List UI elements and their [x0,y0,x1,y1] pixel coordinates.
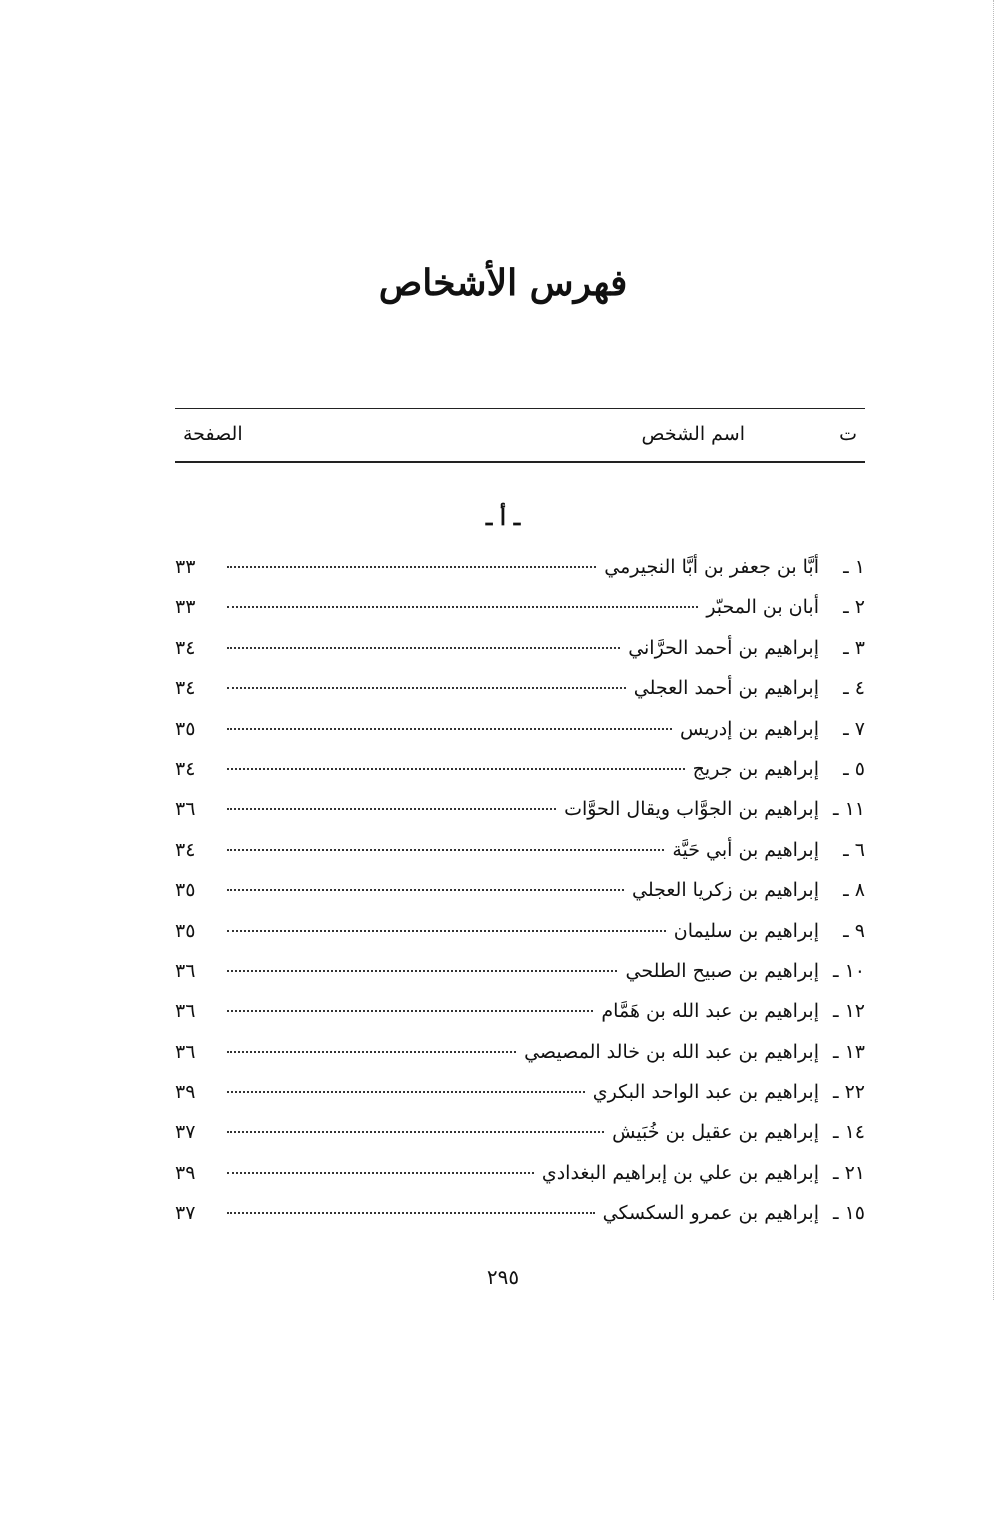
page-edge [993,0,994,1300]
leader-dots [227,566,597,568]
header-page: الصفحة [183,423,243,445]
entry-page: ٣٣ [175,556,196,578]
leader-dots [227,1010,594,1013]
index-entry: ٩ ـ إبراهيم بن سليمان ٣٥ [175,920,865,960]
index-entry: ١٢ ـ إبراهيم بن عبد الله بن هَمَّام ٣٦ [175,1000,865,1040]
entry-page: ٣٤ [175,636,196,659]
index-entry: ١٥ ـ إبراهيم بن عمرو السكسكي ٣٧ [175,1202,865,1242]
page-number: ٢٩٥ [486,1265,520,1289]
index-entry: ٢٢ ـ إبراهيم بن عبد الواحد البكري ٣٩ [175,1081,865,1121]
section-letter: ـ أ ـ [485,505,521,531]
entry-number: ١٣ ـ [832,1040,865,1063]
entry-number: ١٤ ـ [832,1121,865,1144]
entry-name: إبراهيم بن سليمان [673,919,819,942]
leader-dots [227,1131,605,1134]
entry-number: ١٢ ـ [832,1000,865,1023]
entry-number: ٨ ـ [843,879,865,902]
leader-dots [227,727,673,730]
entry-name: إبراهيم بن عقيل بن خُبَيش [612,1121,819,1144]
entry-number: ١ ـ [843,556,865,578]
index-entry: ١ ـ أبَّا بن جعفر بن أبَّا النجيرمي ٣٣ [175,556,865,596]
entry-name: إبراهيم بن عبد الله بن هَمَّام [601,1000,819,1023]
entry-number: ١٠ ـ [832,959,865,982]
entry-page: ٣٩ [175,1161,196,1184]
page-title: فهرس الأشخاص [378,262,628,304]
entry-page: ٣٤ [175,757,196,780]
leader-dots [227,1212,595,1215]
header-number: ت [839,423,857,445]
header-name: اسم الشخص [641,423,745,445]
entry-page: ٣٧ [175,1121,196,1144]
entry-name: إبراهيم بن الجوَّاب ويقال الحوَّات [564,798,819,821]
entry-number: ٦ ـ [843,838,865,861]
index-entry: ٢١ ـ إبراهيم بن علي بن إبراهيم البغدادي ٣٩ [175,1162,865,1202]
entry-name: إبراهيم بن أحمد الحرَّاني [628,636,819,659]
entry-number: ٩ ـ [843,919,865,942]
entry-name: أبان بن المحبّر [706,596,819,619]
index-entry: ١٣ ـ إبراهيم بن عبد الله بن خالد المصيصي ٣… [175,1041,865,1081]
entry-page: ٣٦ [175,1040,196,1063]
leader-dots [227,969,618,972]
entry-name: إبراهيم بن جريج [692,757,819,780]
entry-page: ٣٣ [175,596,196,619]
leader-dots [227,767,685,770]
index-list: ١ ـ أبَّا بن جعفر بن أبَّا النجيرمي ٣٣ ٢ ـ أ… [175,556,865,1243]
entry-number: ٢٢ ـ [832,1081,865,1104]
index-entry: ١٠ ـ إبراهيم بن صبيح الطلحي ٣٦ [175,960,865,1000]
entry-number: ١١ ـ [832,798,865,821]
leader-dots [227,606,699,609]
index-entry: ٣ ـ إبراهيم بن أحمد الحرَّاني ٣٤ [175,637,865,677]
leader-dots [227,889,624,892]
entry-name: إبراهيم بن أحمد العجلي [633,677,819,700]
leader-dots [227,929,666,932]
leader-dots [227,687,626,690]
leader-dots [227,808,557,811]
entry-page: ٣٦ [175,959,196,982]
entry-number: ٥ ـ [843,757,865,780]
entry-name: إبراهيم بن علي بن إبراهيم البغدادي [541,1161,819,1184]
index-entry: ٢ ـ أبان بن المحبّر ٣٣ [175,596,865,636]
entry-number: ٣ ـ [843,636,865,659]
entry-number: ١٥ ـ [832,1202,865,1225]
leader-dots [227,848,665,851]
entry-name: إبراهيم بن عمرو السكسكي [602,1202,819,1225]
index-entry: ٥ ـ إبراهيم بن جريج ٣٤ [175,758,865,798]
leader-dots [227,1050,517,1053]
entry-name: إبراهيم بن عبد الواحد البكري [592,1081,819,1104]
entry-page: ٣٥ [175,919,196,942]
leader-dots [227,1091,585,1094]
leader-dots [227,646,621,649]
leader-dots [227,1171,534,1174]
index-entry: ١١ ـ إبراهيم بن الجوَّاب ويقال الحوَّات ٣٦ [175,798,865,838]
index-entry: ٤ ـ إبراهيم بن أحمد العجلي ٣٤ [175,677,865,717]
index-entry: ٦ ـ إبراهيم بن أبي حَيَّة ٣٤ [175,839,865,879]
entry-page: ٣٥ [175,879,196,902]
entry-page: ٣٥ [175,717,196,740]
entry-name: إبراهيم بن صبيح الطلحي [625,959,819,982]
entry-page: ٣٦ [175,798,196,821]
index-entry: ٨ ـ إبراهيم بن زكريا العجلي ٣٥ [175,879,865,919]
index-entry: ١٤ ـ إبراهيم بن عقيل بن خُبَيش ٣٧ [175,1121,865,1161]
entry-number: ٢١ ـ [832,1161,865,1184]
index-entry: ٧ ـ إبراهيم بن إدريس ٣٥ [175,718,865,758]
entry-name: إبراهيم بن أبي حَيَّة [672,838,819,861]
entry-page: ٣٤ [175,677,196,700]
entry-name: إبراهيم بن إدريس [680,717,819,740]
entry-name: أبَّا بن جعفر بن أبَّا النجيرمي [604,556,819,578]
entry-page: ٣٧ [175,1202,196,1225]
entry-number: ٢ ـ [843,596,865,619]
entry-name: إبراهيم بن عبد الله بن خالد المصيصي [524,1040,819,1063]
entry-name: إبراهيم بن زكريا العجلي [631,879,819,902]
entry-number: ٧ ـ [843,717,865,740]
entry-page: ٣٦ [175,1000,196,1023]
table-header: ت اسم الشخص الصفحة [175,408,865,463]
entry-page: ٣٩ [175,1081,196,1104]
entry-number: ٤ ـ [843,677,865,700]
entry-page: ٣٤ [175,838,196,861]
